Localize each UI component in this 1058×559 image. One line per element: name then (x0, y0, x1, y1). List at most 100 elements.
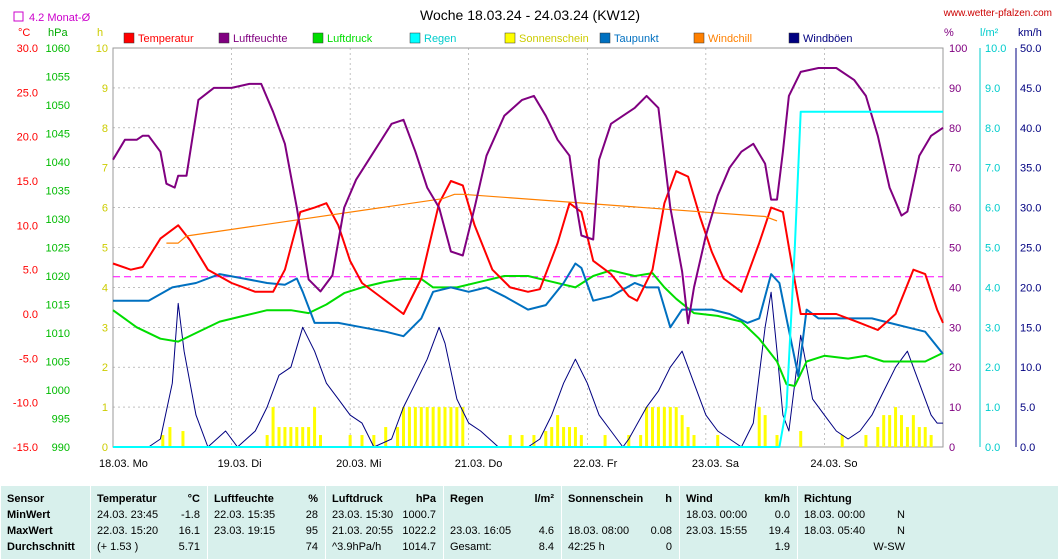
axes: 30.025.020.015.010.05.00.0-5.0-10.0-15.0… (13, 43, 1042, 470)
stats-row: ^3.9hPa/h 1014.7 (326, 539, 444, 555)
x-tick-label: 23.03. Sa (692, 458, 740, 470)
sunshine-bar (407, 407, 411, 447)
hum-tick-label: 50 (949, 243, 961, 255)
sun-tick-label: 1 (102, 402, 108, 414)
x-tick-label: 18.03. Mo (99, 458, 148, 470)
stats-table: Sensor MinWert MaxWert Durchschnitt Temperat… (0, 486, 1058, 559)
press-tick-label: 1020 (46, 271, 70, 283)
stats-cell-value: 1.9 (774, 541, 790, 553)
series-temperatur (112, 170, 944, 331)
stats-row: 23.03. 15:55 19.4 (680, 523, 798, 539)
sunshine-bar (520, 435, 524, 447)
rain-tick-label: 5.0 (985, 243, 1000, 255)
sunshine-bar (449, 407, 453, 447)
stats-cell-label: 23.03. 16:05 (450, 525, 512, 537)
sunshine-bar (443, 407, 447, 447)
temp-unit-label: °C (18, 27, 30, 39)
sunshine-bar (799, 431, 803, 447)
stats-cell-value: 1000.7 (402, 509, 436, 521)
sunshine-bar (532, 435, 536, 447)
sunshine-bar (917, 427, 921, 447)
legend-label: Luftfeuchte (233, 33, 287, 45)
stats-row: 1.9 (680, 539, 798, 555)
series-taupunkt (113, 262, 944, 378)
stats-row: 22.03. 15:35 28 (208, 507, 326, 523)
temp-tick-label: 30.0 (17, 43, 38, 55)
stats-column: Luftdruck hPa 23.03. 15:30 1000.7 21.03. 20:… (325, 486, 444, 559)
sunshine-bar (645, 407, 649, 447)
stats-header: Richtung (804, 493, 852, 505)
sunshine-bar (277, 427, 281, 447)
sunshine-bar (289, 427, 293, 447)
stats-cell-value: 0.08 (650, 525, 672, 537)
stats-row: 23.03. 16:05 4.6 (444, 523, 562, 539)
sunshine-bar (894, 407, 898, 447)
sunshine-bar (431, 407, 435, 447)
sunshine-bar (295, 427, 299, 447)
hum-tick-label: 90 (949, 83, 961, 95)
stats-cell-label: MaxWert (7, 525, 53, 537)
sun-tick-label: 8 (102, 123, 108, 135)
site-url[interactable]: www.wetter-pfalzen.com (943, 8, 1052, 19)
press-unit-label: hPa (48, 27, 68, 39)
stats-header-row: Luftfeuchte% (208, 491, 326, 507)
sun-tick-label: 4 (102, 282, 108, 294)
stats-cell-label: 18.03. 05:40 (804, 525, 866, 537)
stats-header: Wind (686, 493, 713, 505)
stats-header-row: Wind km/h (680, 491, 798, 507)
temp-tick-label: 0.0 (23, 309, 38, 321)
press-tick-label: 1015 (46, 300, 70, 312)
wind-tick-label: 0.0 (1020, 442, 1035, 454)
sunshine-bar (668, 407, 672, 447)
legend-label: Temperatur (138, 33, 194, 45)
stats-header-row: Luftdruck hPa (326, 491, 444, 507)
sunshine-bar (757, 407, 761, 447)
stats-row: MinWert (1, 507, 91, 523)
legend-swatch (693, 32, 705, 44)
stats-header-row: Temperatur °C (91, 491, 208, 507)
sun-tick-label: 9 (102, 83, 108, 95)
sunshine-bar (556, 415, 560, 447)
wind-tick-label: 35.0 (1020, 163, 1041, 175)
sunshine-bar (319, 435, 322, 447)
press-tick-label: 990 (52, 442, 70, 454)
press-tick-label: 995 (52, 414, 70, 426)
sunshine-bar (283, 427, 287, 447)
stats-header: Sensor (7, 493, 45, 505)
legend: Temperatur Luftfeuchte Luftdruck Regen Sonne… (123, 32, 853, 45)
hum-tick-label: 80 (949, 123, 961, 135)
stats-row: W-SW (798, 539, 913, 555)
sun-tick-label: 2 (102, 362, 108, 374)
legend-label: Regen (424, 33, 456, 45)
rain-tick-label: 8.0 (985, 123, 1000, 135)
sunshine-bar (716, 435, 720, 447)
monthly-avg-icon (13, 11, 24, 22)
sunshine-bar (161, 435, 165, 447)
hum-tick-label: 70 (949, 163, 961, 175)
stats-row: 18.03. 00:00 0.0 (680, 507, 798, 523)
sunshine-bar (396, 427, 400, 447)
stats-unit: km/h (764, 493, 790, 505)
stats-header-row: Regen l/m² (444, 491, 562, 507)
sunshine-bar (402, 407, 405, 447)
stats-row: Durchschnitt (1, 539, 91, 555)
wind-tick-label: 25.0 (1020, 243, 1041, 255)
sunshine-bar (313, 407, 317, 447)
weather-chart: Woche 18.03.24 - 24.03.24 (KW12) www.wet… (13, 7, 1052, 470)
x-tick-label: 24.03. So (810, 458, 857, 470)
wind-tick-label: 15.0 (1020, 322, 1041, 334)
stats-row: 22.03. 15:20 16.1 (91, 523, 208, 539)
hum-tick-label: 0 (949, 442, 955, 454)
stats-column: Sensor MinWert MaxWert Durchschnitt (0, 486, 91, 559)
stats-cell-value: 16.1 (178, 525, 200, 537)
sunshine-bar (674, 407, 678, 447)
stats-header-row: Richtung (798, 491, 913, 507)
sunshine-bar (508, 435, 512, 447)
sun-tick-label: 7 (102, 163, 108, 175)
stats-cell-label: (+ 1.53 ) (97, 541, 139, 553)
stats-cell-label: 21.03. 20:55 (332, 525, 394, 537)
stats-column: Wind km/h 18.03. 00:00 0.0 23.03. 15:55 19.4 1… (679, 486, 798, 559)
press-tick-label: 1010 (46, 328, 70, 340)
sunshine-bar (372, 435, 376, 447)
legend-swatch (409, 32, 421, 44)
